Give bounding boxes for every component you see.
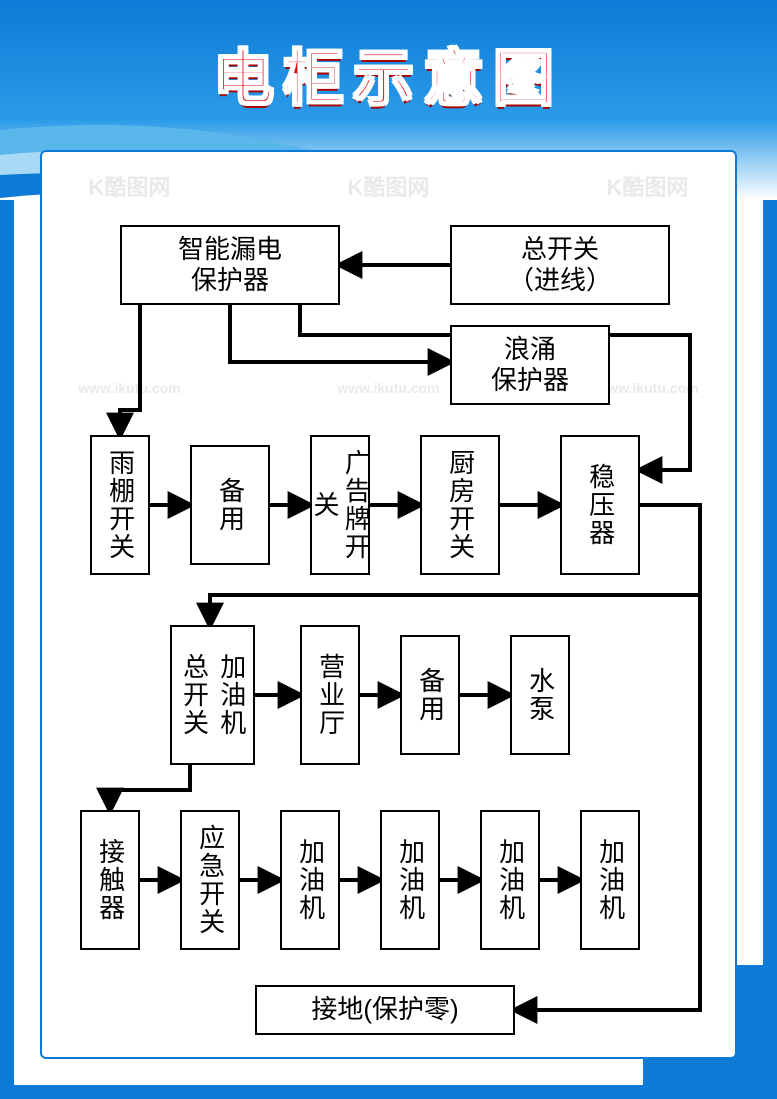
node-pump: 水泵 xyxy=(510,635,570,755)
flowchart-canvas: 智能漏电 保护器总开关 （进线）浪涌 保护器雨棚开关备用广告牌开关厨房开关稳压器… xyxy=(0,0,777,1099)
node-fuel2: 加油机 xyxy=(380,810,440,950)
node-main_switch: 总开关 （进线） xyxy=(450,225,670,305)
node-contactor: 接触器 xyxy=(80,810,140,950)
node-hall: 营业厅 xyxy=(300,625,360,765)
node-emergency: 应急开关 xyxy=(180,810,240,950)
node-spare2: 备用 xyxy=(400,635,460,755)
node-spare1: 备用 xyxy=(190,445,270,565)
node-fuel1: 加油机 xyxy=(280,810,340,950)
node-kitchen: 厨房开关 xyxy=(420,435,500,575)
node-fuel_main: 总开关加油机 xyxy=(170,625,255,765)
node-surge: 浪涌 保护器 xyxy=(450,325,610,405)
node-rain: 雨棚开关 xyxy=(90,435,150,575)
node-fuel3: 加油机 xyxy=(480,810,540,950)
node-ground: 接地(保护零) xyxy=(255,985,515,1035)
node-regulator: 稳压器 xyxy=(560,435,640,575)
node-smart_leak: 智能漏电 保护器 xyxy=(120,225,340,305)
node-ad: 广告牌开关 xyxy=(310,435,370,575)
node-fuel4: 加油机 xyxy=(580,810,640,950)
